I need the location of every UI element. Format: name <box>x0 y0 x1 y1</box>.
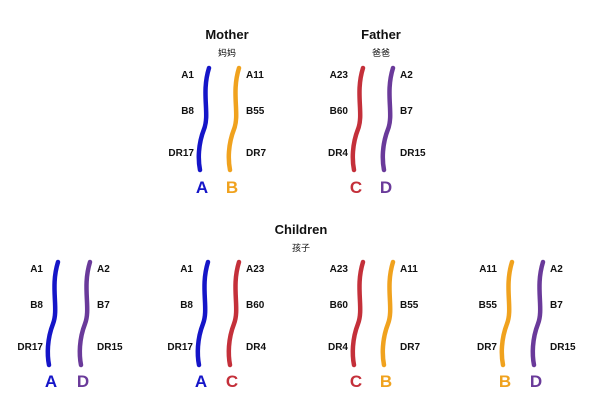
haplotype-letter: D <box>76 372 90 391</box>
gene-label: B55 <box>400 300 419 311</box>
gene-label: A23 <box>329 264 348 275</box>
gene-label: DR7 <box>246 148 267 159</box>
children-subtitle: 孩子 <box>291 243 310 253</box>
chromosome-strand-B <box>499 259 515 368</box>
father-title: Father <box>361 27 401 42</box>
gene-label: DR15 <box>97 342 123 353</box>
gene-label: A23 <box>246 264 265 275</box>
chromosome-strand-B <box>380 259 396 368</box>
haplotype-letter: C <box>349 178 363 197</box>
gene-label: A2 <box>400 70 413 81</box>
gene-label: A23 <box>329 70 348 81</box>
gene-label: DR4 <box>246 342 267 353</box>
chromosome-strand-A <box>195 259 211 368</box>
gene-label: A2 <box>97 264 110 275</box>
gene-label: B55 <box>246 106 265 117</box>
haplotype-letter: A <box>44 372 58 391</box>
gene-label: A1 <box>181 70 194 81</box>
gene-label: B60 <box>329 300 348 311</box>
gene-label: B8 <box>30 300 43 311</box>
father-subtitle: 爸爸 <box>371 48 390 58</box>
haplotype-letter: A <box>194 372 208 391</box>
gene-label: B60 <box>246 300 265 311</box>
haplotype-letter: A <box>195 178 209 197</box>
gene-label: A11 <box>246 70 264 81</box>
haplotype-letter: C <box>349 372 363 391</box>
gene-label: A1 <box>30 264 43 275</box>
gene-label: A1 <box>180 264 193 275</box>
mother-title: Mother <box>205 27 249 42</box>
haplotype-letter: B <box>225 178 239 197</box>
chromosome-strand-C <box>226 259 242 368</box>
haplotype-letter: D <box>529 372 543 391</box>
chromosome-strand-C <box>350 65 366 173</box>
gene-label: B7 <box>400 106 413 117</box>
gene-label: DR4 <box>327 342 348 353</box>
gene-label: B8 <box>181 106 194 117</box>
gene-label: DR15 <box>400 148 426 159</box>
chromosome-strand-A <box>45 259 61 368</box>
gene-label: B55 <box>478 300 497 311</box>
gene-label: B7 <box>550 300 563 311</box>
chromosome-strand-A <box>196 65 212 173</box>
chromosome-strand-D <box>77 259 93 368</box>
gene-label: DR17 <box>168 148 194 159</box>
gene-label: DR17 <box>17 342 43 353</box>
haplotype-letter: C <box>225 372 239 391</box>
gene-label: DR4 <box>327 148 348 159</box>
gene-label: B7 <box>97 300 110 311</box>
gene-label: A11 <box>479 264 497 275</box>
gene-label: B60 <box>329 106 348 117</box>
haplotype-letter: B <box>379 372 393 391</box>
chromosome-strand-D <box>380 65 396 173</box>
haplotype-letter: D <box>379 178 393 197</box>
gene-label: DR7 <box>476 342 497 353</box>
children-title: Children <box>274 222 328 237</box>
gene-label: DR15 <box>550 342 576 353</box>
chromosome-strand-C <box>350 259 366 368</box>
gene-label: DR17 <box>167 342 193 353</box>
chromosome-strand-B <box>226 65 242 173</box>
mother-subtitle: 妈妈 <box>217 48 236 58</box>
chromosome-strand-D <box>530 259 546 368</box>
gene-label: B8 <box>180 300 193 311</box>
gene-label: DR7 <box>400 342 421 353</box>
haplotype-letter: B <box>498 372 512 391</box>
gene-label: A2 <box>550 264 563 275</box>
gene-label: A11 <box>400 264 418 275</box>
